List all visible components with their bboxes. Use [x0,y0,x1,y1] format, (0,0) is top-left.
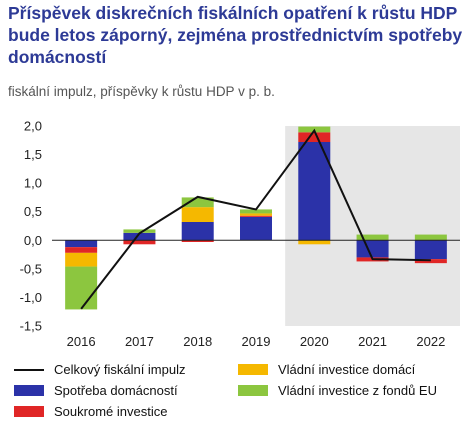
x-tick-label: 2018 [183,334,212,349]
chart-area: 2,0 1,5 1,0 0,5 0,0 -0,5 -1,0 -1,5 2016 2017 2018 2… [20,119,460,349]
bar-segment [356,240,389,258]
bar-segment [414,240,447,260]
chart-legend: Celkový fiskální impulz Spotřeba domácno… [14,356,464,426]
bar-segment [65,247,98,253]
legend-item-total: Celkový fiskální impulz [14,362,186,377]
legend-label-consumption: Spotřeba domácností [54,383,178,398]
x-tick-label: 2019 [242,334,271,349]
legend-label-total: Celkový fiskální impulz [54,362,186,377]
bar-segment [181,207,214,222]
bar-segment [65,240,98,248]
bar-segment [181,240,214,242]
legend-label-private-investment: Soukromé investice [54,404,168,419]
y-tick-label: -1,5 [20,319,42,334]
bar-segment [298,240,331,245]
y-tick-label: 1,5 [24,147,42,162]
chart-subtitle: fiskální impulz, příspěvky k růstu HDP v… [8,84,275,99]
legend-swatch-gov-domestic [238,364,268,375]
bar-segment [123,229,156,233]
bar-segment [123,240,156,245]
bar-segment [65,252,98,267]
bar-segment [240,209,272,214]
bar-segment [123,232,156,241]
legend-swatch-consumption [14,385,44,396]
bar-segment [240,213,272,216]
bar-segment [356,234,389,241]
y-tick-label: 0,5 [24,204,42,219]
bar-segment [298,142,331,241]
x-tick-label: 2017 [125,334,154,349]
bar-segment [181,222,214,241]
chart-title: Příspěvek diskrečních fiskálních opatřen… [8,3,463,67]
x-tick-label: 2020 [300,334,329,349]
y-tick-label: 1,0 [24,176,42,191]
bar-segment [240,215,272,217]
bar-segment [298,132,331,142]
y-tick-label: 0,0 [24,233,42,248]
y-tick-label: -0,5 [20,261,42,276]
bar-segment [65,266,98,310]
legend-item-private-investment: Soukromé investice [14,404,167,419]
y-tick-label: -1,0 [20,290,42,305]
bar-segment [240,216,272,241]
y-tick-label: 2,0 [24,119,42,134]
legend-swatch-private-investment [14,406,44,417]
legend-item-gov-domestic: Vládní investice domácí [238,362,415,377]
bar-segment [181,197,214,208]
bar-segment [414,234,447,241]
x-tick-label: 2022 [416,334,445,349]
legend-label-gov-eu: Vládní investice z fondů EU [278,383,437,398]
legend-label-gov-domestic: Vládní investice domácí [278,362,416,377]
legend-swatch-gov-eu [238,385,268,396]
x-tick-label: 2016 [67,334,96,349]
bar-segment [414,259,447,264]
x-tick-label: 2021 [358,334,387,349]
legend-line-swatch [14,368,44,371]
legend-item-consumption: Spotřeba domácností [14,383,178,398]
legend-item-gov-eu: Vládní investice z fondů EU [238,383,437,398]
total-impulse-line [80,128,431,310]
